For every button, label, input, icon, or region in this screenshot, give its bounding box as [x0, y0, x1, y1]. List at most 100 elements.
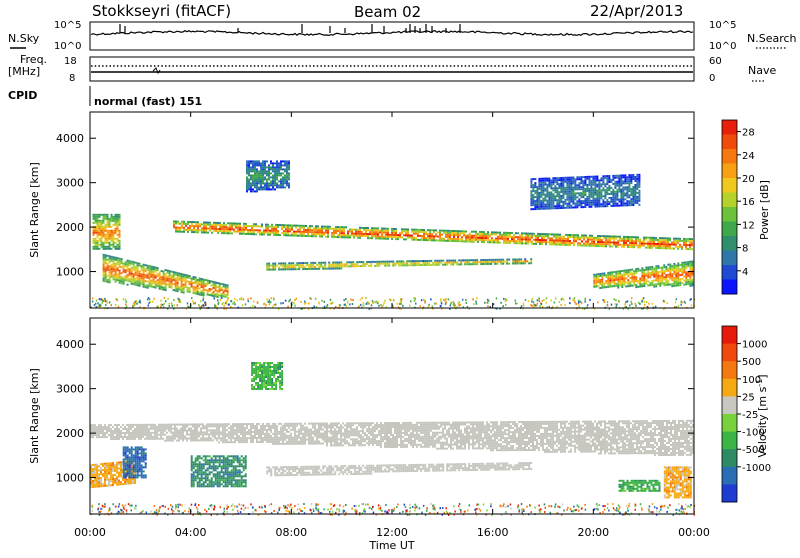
- echo-cell: [627, 246, 629, 248]
- echo-cell: [630, 176, 632, 178]
- echo-cell: [283, 230, 285, 232]
- echo-cell: [659, 271, 661, 273]
- echo-cell: [465, 237, 467, 239]
- echo-cell: [615, 246, 617, 248]
- echo-cell: [687, 263, 689, 265]
- echo-cell: [163, 273, 165, 275]
- echo-cell: [597, 273, 599, 275]
- echo-cell: [347, 230, 349, 232]
- echo-cell: [319, 234, 321, 236]
- echo-cell: [248, 186, 250, 188]
- echo-cell: [99, 232, 101, 234]
- speckle-cell: [644, 304, 646, 306]
- speckle-cell: [574, 297, 576, 299]
- echo-cell: [235, 231, 237, 233]
- echo-cell: [306, 268, 308, 270]
- echo-cell: [689, 265, 691, 267]
- echo-cell: [545, 241, 547, 243]
- echo-cell: [598, 181, 600, 183]
- echo-cell: [217, 282, 219, 284]
- echo-cell: [600, 177, 602, 179]
- echo-cell: [191, 278, 193, 280]
- echo-cell: [349, 229, 351, 231]
- echo-cell: [398, 260, 400, 262]
- echo-cell: [628, 182, 630, 184]
- echo-cell: [446, 262, 448, 264]
- echo-cell: [341, 226, 343, 228]
- echo-cell: [616, 195, 618, 197]
- echo-cell: [144, 424, 146, 426]
- echo-cell: [253, 233, 255, 235]
- echo-cell: [501, 238, 503, 240]
- echo-cell: [106, 428, 108, 430]
- echo-cell: [609, 235, 611, 237]
- echo-cell: [202, 425, 204, 427]
- echo-cell: [198, 431, 200, 433]
- echo-cell: [95, 248, 97, 250]
- echo-cell: [677, 276, 679, 278]
- echo-cell: [515, 242, 517, 244]
- echo-cell: [174, 432, 176, 434]
- speckle-cell: [372, 300, 374, 302]
- echo-cell: [282, 268, 284, 270]
- echo-cell: [659, 241, 661, 243]
- echo-cell: [534, 208, 536, 210]
- echo-cell: [149, 281, 151, 283]
- echo-cell: [151, 274, 153, 276]
- echo-cell: [560, 183, 562, 185]
- echo-cell: [254, 164, 256, 166]
- echo-cell: [327, 228, 329, 230]
- echo-cell: [371, 229, 373, 231]
- echo-cell: [92, 434, 94, 436]
- echo-cell: [136, 424, 138, 426]
- echo-cell: [165, 269, 167, 271]
- echo-cell: [569, 234, 571, 236]
- echo-cell: [543, 233, 545, 235]
- speckle-cell: [615, 299, 617, 301]
- echo-cell: [297, 225, 299, 227]
- speckle-cell: [270, 301, 272, 303]
- echo-cell: [522, 262, 524, 264]
- echo-cell: [207, 280, 209, 282]
- echo-cell: [219, 224, 221, 226]
- echo-cell: [566, 203, 568, 205]
- speckle-cell: [111, 304, 113, 306]
- echo-cell: [673, 279, 675, 281]
- echo-cell: [370, 265, 372, 267]
- echo-cell: [200, 431, 202, 433]
- speckle-cell: [374, 301, 376, 303]
- echo-cell: [174, 438, 176, 440]
- echo-cell: [667, 245, 669, 247]
- echo-cell: [626, 192, 628, 194]
- speckle-cell: [631, 297, 633, 299]
- echo-cell: [151, 282, 153, 284]
- echo-cell: [661, 281, 663, 283]
- echo-cell: [107, 220, 109, 222]
- echo-cell: [346, 263, 348, 265]
- echo-cell: [199, 288, 201, 290]
- echo-cell: [93, 232, 95, 234]
- echo-cell: [615, 273, 617, 275]
- speckle-cell: [230, 300, 232, 302]
- echo-cell: [505, 232, 507, 234]
- echo-cell: [536, 194, 538, 196]
- echo-cell: [611, 281, 613, 283]
- echo-cell: [622, 180, 624, 182]
- echo-cell: [123, 281, 125, 283]
- echo-cell: [597, 281, 599, 283]
- speckle-cell: [569, 302, 571, 304]
- echo-cell: [514, 263, 516, 265]
- echo-cell: [615, 242, 617, 244]
- echo-cell: [372, 261, 374, 263]
- echo-cell: [598, 185, 600, 187]
- echo-cell: [405, 232, 407, 234]
- echo-cell: [206, 423, 208, 425]
- echo-cell: [275, 232, 277, 234]
- echo-cell: [559, 242, 561, 244]
- cpid-label: CPID: [8, 89, 37, 102]
- echo-cell: [175, 280, 177, 282]
- echo-cell: [371, 231, 373, 233]
- echo-cell: [107, 248, 109, 250]
- echo-cell: [248, 168, 250, 170]
- echo-cell: [187, 277, 189, 279]
